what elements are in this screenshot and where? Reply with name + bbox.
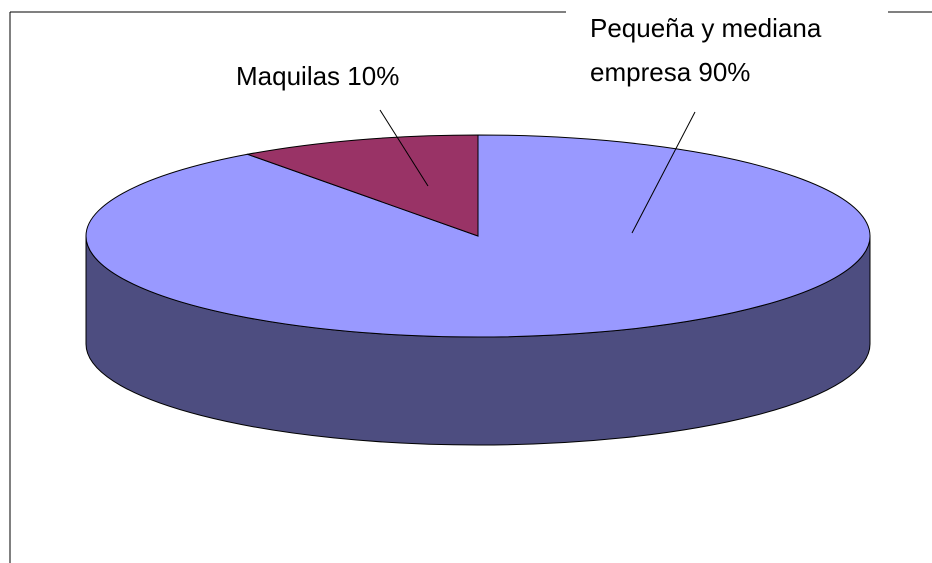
data-label: Pequeña y mediana empresa 90% — [590, 6, 880, 94]
leader-line — [631, 111, 696, 234]
data-label: Maquilas 10% — [236, 54, 399, 98]
label-category: Pequeña y mediana empresa — [590, 13, 822, 87]
leader-line — [379, 109, 429, 187]
label-value: 10% — [347, 61, 400, 91]
label-category: Maquilas — [236, 61, 341, 91]
label-value: 90% — [698, 57, 751, 87]
pie-tops — [85, 134, 871, 338]
pie-slice — [245, 134, 479, 237]
